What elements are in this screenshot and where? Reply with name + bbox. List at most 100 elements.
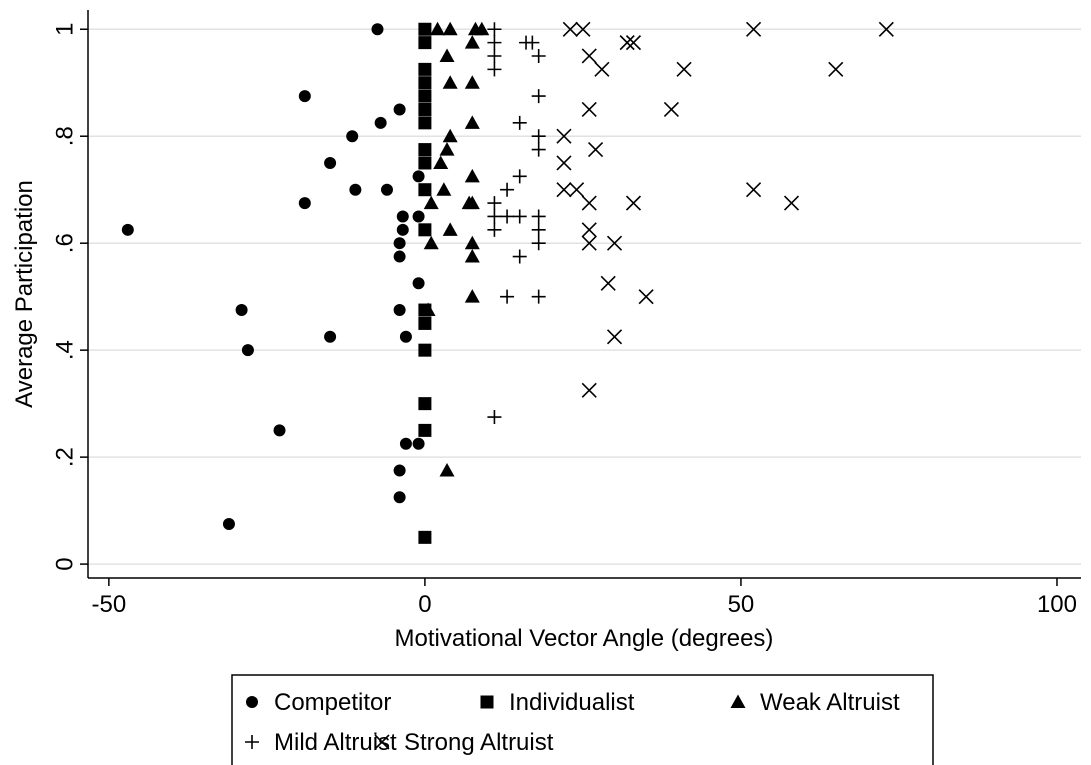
point — [581, 101, 597, 118]
point — [418, 423, 432, 437]
legend-label: Strong Altruist — [404, 729, 554, 756]
point — [418, 102, 432, 116]
point — [600, 275, 616, 291]
point — [525, 35, 540, 50]
point — [474, 21, 490, 36]
point — [487, 48, 502, 63]
point — [581, 222, 597, 238]
point — [324, 330, 337, 343]
point — [581, 382, 597, 398]
point — [399, 330, 412, 343]
point — [512, 249, 527, 264]
point — [430, 21, 446, 36]
point — [587, 142, 604, 158]
legend-box — [231, 674, 934, 765]
point — [399, 437, 412, 450]
point — [531, 129, 546, 144]
point — [273, 424, 286, 437]
point — [828, 61, 844, 77]
point — [487, 196, 502, 211]
point — [324, 156, 337, 169]
point — [625, 35, 642, 51]
point — [531, 236, 546, 251]
point — [487, 209, 502, 224]
point — [487, 62, 502, 77]
point — [396, 223, 409, 236]
point — [418, 22, 432, 36]
point — [418, 116, 432, 130]
point — [412, 210, 425, 223]
point — [783, 195, 800, 211]
point — [512, 209, 527, 224]
legend-label: Individualist — [509, 689, 635, 716]
point — [638, 289, 654, 305]
point — [418, 143, 432, 157]
point — [487, 222, 502, 237]
point — [442, 128, 458, 143]
point — [487, 22, 502, 37]
point — [500, 209, 515, 224]
point — [241, 344, 254, 357]
legend-marker — [245, 735, 259, 749]
point — [562, 21, 578, 37]
point — [393, 491, 406, 504]
y-tick-label: .2 — [51, 447, 78, 467]
point — [575, 21, 591, 37]
point — [531, 289, 546, 304]
legend-marker — [480, 695, 494, 709]
x-tick-label: 100 — [1037, 591, 1077, 618]
point — [531, 222, 546, 237]
point — [606, 235, 623, 251]
point — [393, 304, 406, 317]
point — [531, 142, 546, 157]
point — [581, 235, 597, 251]
point — [663, 101, 679, 118]
point — [412, 437, 425, 450]
point — [625, 195, 642, 211]
y-tick-label: .6 — [51, 233, 78, 253]
point — [442, 222, 458, 236]
point — [512, 115, 527, 130]
point — [393, 237, 406, 250]
y-axis-title: Average Participation — [11, 180, 38, 408]
x-tick-label: -50 — [92, 591, 127, 618]
point — [581, 48, 597, 64]
point — [374, 116, 387, 129]
point — [464, 289, 480, 303]
point — [464, 75, 480, 89]
y-tick-label: 1 — [51, 23, 78, 36]
point — [418, 156, 432, 170]
point — [418, 89, 432, 103]
point — [464, 115, 480, 129]
point — [442, 75, 458, 89]
point — [349, 183, 362, 196]
point — [418, 36, 432, 50]
point — [235, 304, 248, 317]
point — [380, 183, 393, 196]
point — [531, 48, 546, 63]
point — [412, 170, 425, 183]
point — [418, 530, 432, 544]
point — [500, 182, 515, 197]
y-tick-label: .8 — [51, 126, 78, 146]
point — [298, 90, 311, 103]
point — [464, 195, 480, 210]
x-tick-label: 0 — [418, 591, 431, 618]
point — [512, 169, 527, 184]
point — [371, 23, 384, 36]
point — [439, 48, 455, 62]
point — [676, 61, 692, 77]
point — [464, 249, 480, 263]
point — [423, 235, 439, 250]
point — [393, 464, 406, 477]
point — [412, 277, 425, 290]
x-tick-label: 50 — [728, 591, 755, 618]
legend-marker — [730, 694, 746, 708]
point — [487, 35, 502, 50]
point — [556, 182, 572, 198]
legend-label: Weak Altruist — [760, 689, 900, 716]
point — [418, 76, 432, 90]
point — [436, 182, 452, 196]
